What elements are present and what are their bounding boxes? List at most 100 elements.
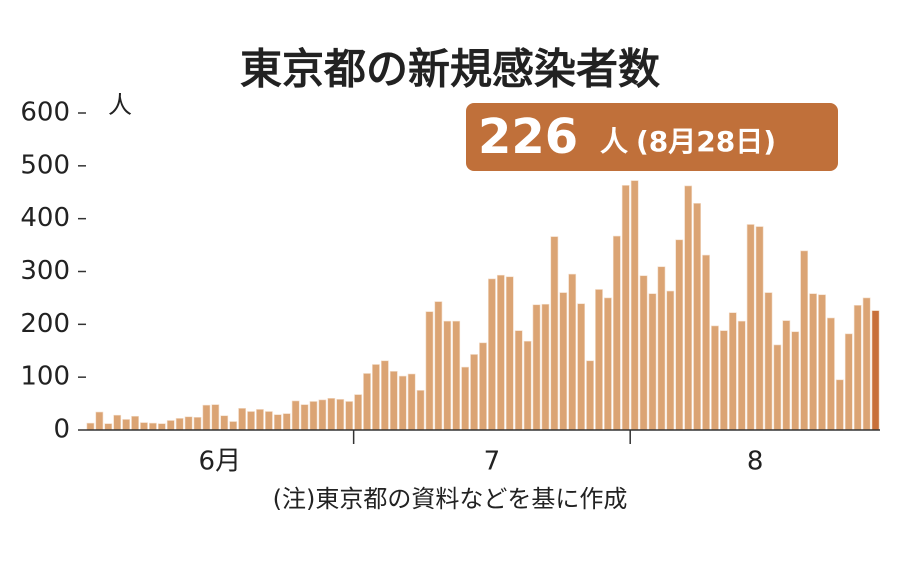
bar: [809, 293, 817, 431]
bar: [523, 340, 532, 431]
bar: [479, 342, 487, 431]
bar: [844, 333, 853, 431]
bar: [273, 414, 282, 431]
bar: [149, 422, 157, 431]
bar: [791, 331, 800, 431]
bar: [282, 413, 291, 431]
source-note: (注)東京都の資料などを基に作成: [273, 485, 628, 513]
chart-title: 東京都の新規感染者数: [240, 45, 660, 94]
bar: [434, 301, 443, 431]
bar: [345, 401, 354, 431]
bar: [488, 278, 496, 431]
bar: [470, 354, 478, 431]
bar: [514, 330, 523, 431]
y-tick-label: 400: [20, 203, 70, 233]
bar: [166, 420, 175, 431]
bar: [318, 399, 327, 431]
bar: [711, 325, 719, 431]
bar: [862, 297, 871, 431]
bar: [702, 254, 710, 431]
bar: [568, 273, 577, 431]
bar: [113, 414, 122, 431]
callout-box: [466, 103, 838, 171]
bar: [220, 415, 229, 431]
bar: [818, 294, 826, 431]
bar: [827, 317, 835, 431]
bar: [389, 371, 398, 431]
y-tick-label: 300: [20, 256, 70, 286]
y-tick-label: 200: [20, 309, 70, 339]
bar: [184, 416, 193, 431]
bar: [666, 290, 675, 431]
bar: [648, 293, 657, 431]
x-month-label: 7: [484, 447, 501, 477]
bar: [737, 320, 746, 431]
bar: [595, 289, 603, 431]
bar: [86, 422, 95, 431]
bar: [363, 373, 371, 431]
bar: [416, 390, 425, 431]
callout-date: (8月28日): [636, 125, 776, 158]
y-tick-label: 600: [20, 98, 70, 128]
callout-value: 226: [478, 109, 578, 165]
bar: [505, 276, 514, 431]
bar: [728, 312, 737, 431]
bar: [755, 226, 764, 431]
bar: [621, 185, 630, 431]
bar: [95, 411, 104, 431]
y-tick-label: 100: [20, 362, 70, 392]
bar: [300, 404, 309, 431]
bar: [835, 379, 844, 431]
bar: [336, 399, 345, 431]
x-month-label: 6月: [199, 447, 242, 477]
bar: [496, 274, 505, 431]
bar: [122, 419, 131, 431]
bar: [720, 330, 728, 431]
callout-unit: 人: [600, 125, 628, 158]
bar: [443, 320, 452, 431]
bar: [398, 375, 407, 431]
bar: [773, 344, 782, 431]
bar: [461, 366, 470, 431]
bar: [577, 303, 586, 431]
bar: [175, 418, 184, 431]
bar: [238, 408, 246, 431]
bar: [675, 239, 684, 431]
bar: [354, 394, 362, 431]
bar: [140, 422, 148, 431]
bar: [800, 250, 809, 431]
bar: [193, 417, 202, 431]
bar: [559, 292, 568, 431]
bar: [157, 423, 166, 431]
bar: [407, 373, 416, 431]
bar: [639, 275, 648, 431]
bar: [871, 310, 880, 431]
bar: [782, 320, 791, 431]
y-tick-label: 0: [53, 415, 70, 445]
bar: [202, 404, 211, 431]
bar: [425, 311, 434, 431]
bar: [746, 224, 755, 431]
bar: [131, 415, 139, 431]
bar: [452, 320, 461, 431]
bar: [764, 292, 773, 431]
y-tick-label: 500: [20, 150, 70, 180]
bar: [853, 305, 862, 431]
bar: [541, 303, 550, 431]
bar: [693, 203, 701, 431]
bar: [586, 360, 594, 431]
bar: [684, 185, 693, 431]
bar: [630, 180, 639, 431]
bar: [657, 266, 666, 431]
bar: [104, 423, 113, 431]
bar: [265, 411, 273, 431]
bar: [247, 411, 255, 431]
bar: [372, 364, 380, 431]
bar: [256, 409, 264, 431]
bar: [550, 236, 559, 431]
x-month-label: 8: [747, 447, 764, 477]
bar: [229, 421, 238, 431]
bar: [211, 404, 220, 431]
bar: [612, 235, 621, 431]
y-unit: 人: [108, 91, 132, 119]
